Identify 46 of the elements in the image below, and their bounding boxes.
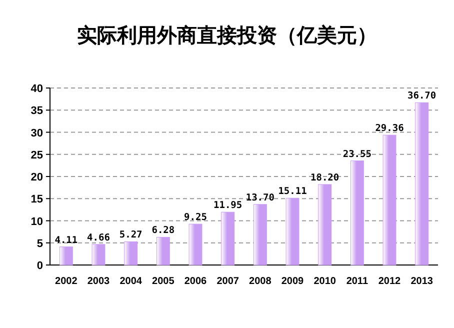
x-tick-label: 2007 [216,276,240,287]
y-tick-label: 15 [30,194,43,206]
bar [156,236,170,266]
y-tick-label: 10 [30,216,43,228]
data-label: 4.66 [87,232,110,244]
y-tick-label: 30 [30,127,43,140]
y-tick-label: 25 [30,149,43,162]
data-label: 36.70 [408,90,436,102]
data-label: 5.27 [119,230,142,241]
bar [382,134,396,266]
bar [286,198,300,266]
data-label: 4.11 [54,234,78,246]
x-tick-label: 2004 [120,276,142,287]
data-label: 6.28 [152,225,175,236]
x-tick-label: 2012 [378,276,402,287]
bar [59,246,73,266]
x-tick-label: 2005 [152,276,175,287]
y-tick-label: 0 [36,260,43,272]
x-tick-label: 2008 [249,276,272,287]
bar [253,204,267,266]
data-label: 29.36 [375,123,404,134]
x-tick-label: 2011 [346,276,368,287]
data-label: 15.11 [278,186,308,198]
bar [124,241,138,266]
y-tick-label: 5 [36,238,43,250]
bar [188,224,202,266]
x-tick-label: 2006 [184,276,208,287]
y-tick-label: 20 [30,172,43,184]
y-tick-label: 35 [30,105,43,118]
data-label: 9.25 [184,212,208,224]
x-tick-label: 2002 [55,276,78,287]
y-tick-label: 40 [30,83,43,95]
data-label: 13.70 [246,192,275,204]
bar [92,244,106,266]
x-tick-label: 2013 [410,276,434,287]
bar [318,184,332,266]
bar [350,160,364,266]
x-tick-label: 2010 [314,276,336,287]
data-label: 11.95 [214,200,242,212]
data-label: 23.55 [342,148,372,160]
bar [415,102,429,266]
x-tick-label: 2009 [281,276,304,287]
bar [221,212,235,266]
data-label: 18.20 [310,172,340,184]
x-tick-label: 2003 [87,276,110,287]
chart-title: 实际利用外商直接投资（亿美元） [77,23,377,47]
